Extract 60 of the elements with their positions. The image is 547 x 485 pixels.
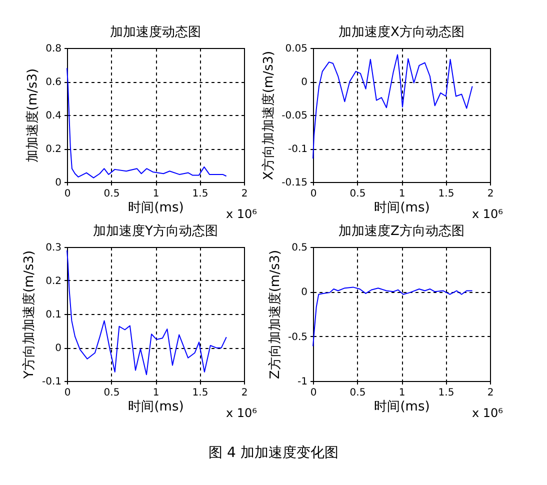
y-axis-title: X方向加加速度(m/s3) [260,50,277,180]
x-axis-title: 时间(ms) [374,200,430,216]
line-series [66,68,227,178]
x-axis-title: 时间(ms) [128,200,184,216]
x-tick-label: 2 [241,188,248,200]
x-tick-label: 1.5 [438,188,454,200]
text: x 10⁶ [472,207,504,221]
x-tick-label: 0 [310,188,317,200]
x-tick-label: 2 [241,388,248,398]
x-tick-label: 1 [152,388,160,398]
x-tick-label: 0.5 [350,388,366,398]
y-tick-label: 0.3 [46,242,62,254]
chart-title: 加加速度Y方向动态图 [93,223,218,239]
line-series [312,286,473,347]
y-tick-label: -1 [298,376,308,388]
y-tick-label: 0 [55,343,62,354]
x-tick-label: 1.5 [438,388,454,398]
x-tick-label: 1 [152,188,160,200]
x-tick-label: 2 [487,188,494,200]
y-tick-label: 0 [301,77,308,88]
x-tick-label: 2 [487,388,494,398]
y-tick-label: -0.1 [288,144,308,155]
x-axis-title: 时间(ms) [128,400,184,414]
text: x 10⁶ [472,406,504,420]
y-axis-title: Z方向加加速度(m/s3) [266,250,283,380]
x-tick-label: 0.5 [350,188,366,200]
chart-title: 加加速度Z方向动态图 [338,223,464,239]
x-tick-label: 1 [398,388,406,398]
y-tick-label: -0.05 [282,110,308,122]
y-tick-label: 0.8 [46,44,62,54]
y-tick-label: 0.4 [46,110,62,122]
chart-title: 加加速度X方向动态图 [338,24,464,40]
y-tick-label: 0.6 [46,77,62,88]
y-tick-label: -0.15 [282,178,308,188]
x-tick-label: 1.5 [192,388,208,398]
y-tick-label: 0 [55,178,62,188]
x-tick-label: 0.5 [104,188,120,200]
x-axis-title: 时间(ms) [374,400,430,414]
line-series [312,54,473,160]
x-tick-label: 0 [310,388,317,398]
y-axis-title: 加加速度(m/s3) [24,68,41,163]
x-tick-label: 0 [64,388,71,398]
y-tick-label: 0.05 [285,44,308,54]
y-tick-label: 0.1 [46,310,62,320]
y-tick-label: 0.2 [46,144,62,155]
y-tick-label: -0.1 [42,376,62,388]
x-tick-label: 1.5 [192,188,208,200]
x-tick-label: 0.5 [104,388,120,398]
x-tick-label: 0 [64,188,71,200]
caption: 图 4 加加速度变化图 [208,444,340,462]
text: x 10⁶ [226,406,258,420]
x-tick-label: 1 [398,188,406,200]
y-tick-label: 0.2 [46,276,62,287]
text: x 10⁶ [226,207,258,221]
y-tick-label: 0.5 [292,242,308,254]
y-tick-label: 0 [301,287,308,298]
chart-title: 加加速度动态图 [110,24,201,40]
line-series [66,250,227,376]
y-tick-label: -0.5 [288,332,308,343]
y-axis-title: Y方向加加速度(m/s3) [20,250,37,380]
